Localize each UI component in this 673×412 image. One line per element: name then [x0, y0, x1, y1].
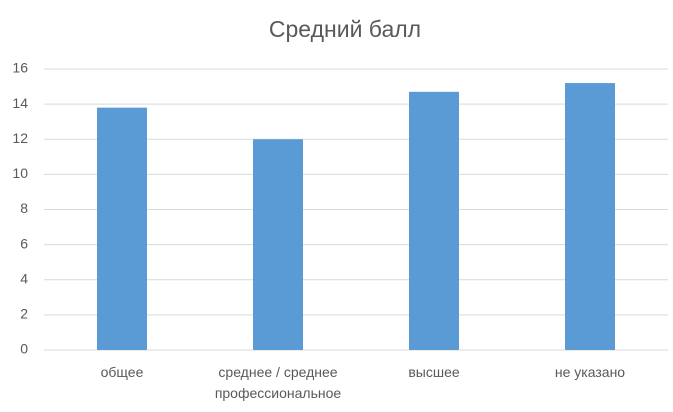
y-tick-label: 4: [20, 270, 28, 286]
x-tick-label: не указано: [554, 364, 626, 380]
y-tick-label: 2: [20, 306, 28, 322]
y-tick-label: 6: [20, 235, 28, 251]
y-tick-label: 14: [12, 95, 28, 111]
x-tick-label: высшее: [408, 364, 460, 380]
bar: [253, 139, 303, 350]
bar: [97, 107, 147, 350]
x-tick-label: общее: [100, 364, 144, 380]
y-tick-label: 12: [12, 130, 28, 146]
chart-title: Средний балл: [269, 16, 421, 42]
y-tick-label: 8: [20, 200, 28, 216]
bar: [565, 83, 615, 351]
y-tick-label: 16: [12, 60, 28, 76]
bar: [409, 91, 459, 351]
y-tick-label: 0: [20, 341, 28, 357]
y-tick-label: 10: [12, 165, 28, 181]
x-tick-label: среднее / среднее профессиональное: [214, 364, 342, 401]
